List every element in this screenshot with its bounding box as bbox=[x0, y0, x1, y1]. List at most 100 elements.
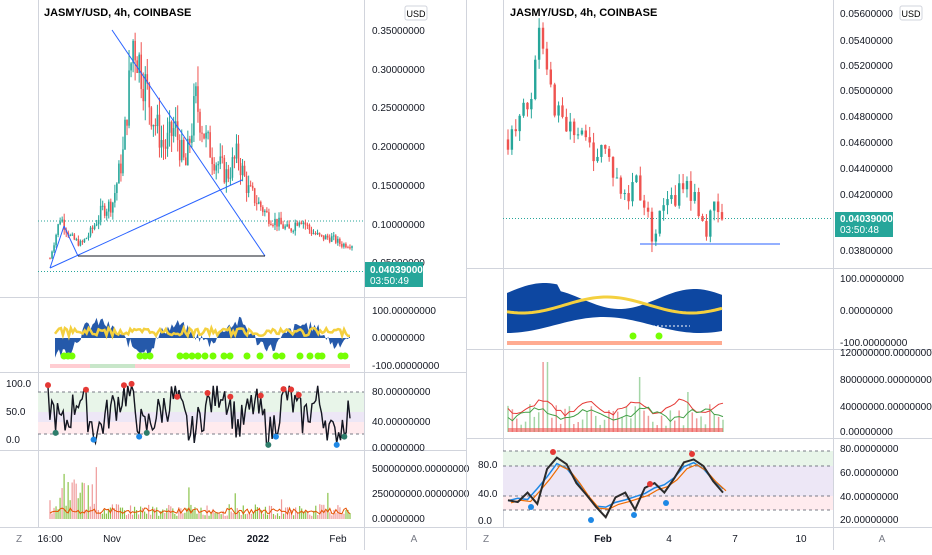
left-price-tick: 0.10000000 bbox=[372, 220, 425, 231]
right-price-tick: 0.04800000 bbox=[840, 112, 893, 123]
right-candle-body bbox=[674, 195, 677, 206]
left-candle-body bbox=[304, 222, 307, 225]
left-price-label: 0.04039000 03:50:49 bbox=[365, 262, 423, 287]
right-volume-baseline bbox=[508, 428, 723, 432]
right-rsi-left-axis[interactable]: 80.0 40.0 0.0 bbox=[478, 460, 498, 527]
left-candle-body bbox=[55, 234, 57, 246]
right-osc-bottom-bar bbox=[507, 341, 722, 345]
left-price-tick: 0.35000000 bbox=[372, 26, 425, 37]
left-candle-body bbox=[312, 233, 315, 235]
left-candle-body bbox=[341, 243, 343, 247]
right-oscillator-axis[interactable]: 100.00000000 0.00000000 -100.00000000 bbox=[840, 274, 908, 349]
right-rsi-zone-top bbox=[503, 451, 833, 466]
left-osc-signal-dot bbox=[226, 352, 234, 360]
left-candle-body bbox=[83, 238, 86, 243]
left-osc-signal-dot bbox=[306, 352, 314, 360]
left-candle-body bbox=[209, 132, 211, 158]
left-candle-body bbox=[75, 239, 78, 241]
right-volume-tick: 40000000.00000000 bbox=[840, 402, 932, 413]
right-volume-panel bbox=[507, 362, 724, 432]
right-rsi-left-tick: 0.0 bbox=[478, 516, 492, 527]
left-candle-body bbox=[349, 247, 351, 249]
left-price-tick: 0.30000000 bbox=[372, 65, 425, 76]
left-candle-body bbox=[211, 157, 213, 165]
right-rsi-overbought-dot bbox=[647, 481, 653, 487]
left-rsi-right-tick: 0.00000000 bbox=[372, 443, 425, 454]
left-candle-body bbox=[184, 157, 187, 166]
left-osc-signal bbox=[54, 324, 351, 341]
left-trendline-small bbox=[49, 225, 65, 269]
left-candle-body bbox=[231, 157, 234, 178]
left-osc-signal-dot bbox=[341, 352, 349, 360]
right-candle-body bbox=[701, 216, 704, 221]
right-currency-button[interactable]: USD bbox=[899, 5, 923, 21]
left-candle-body bbox=[97, 219, 100, 225]
right-price-tick: 0.04200000 bbox=[840, 190, 893, 201]
left-candle-body bbox=[107, 201, 110, 212]
left-oscillator-panel bbox=[54, 316, 351, 360]
right-time-axis[interactable]: Feb 4 7 10 bbox=[594, 534, 807, 545]
left-candle-body bbox=[241, 165, 244, 176]
left-oscillator-axis[interactable]: 100.00000000 0.00000000 -100.00000000 bbox=[372, 306, 440, 372]
right-price-axis[interactable]: 0.05600000 0.05400000 0.05200000 0.05000000… bbox=[840, 9, 893, 257]
left-candle-body bbox=[284, 226, 286, 229]
right-candle-body bbox=[685, 180, 689, 190]
right-rsi-right-tick: 40.00000000 bbox=[840, 492, 899, 503]
left-candle-body bbox=[128, 70, 130, 126]
left-price-axis[interactable]: 0.35000000 0.30000000 0.25000000 0.20000000… bbox=[372, 26, 425, 269]
left-rsi-overbought-dot bbox=[288, 386, 295, 393]
left-candle-body bbox=[146, 74, 149, 84]
right-candle-body bbox=[580, 130, 584, 135]
left-corner-a-button[interactable]: A bbox=[411, 534, 418, 545]
left-rsi-right-axis[interactable]: 80.00000000 40.00000000 0.00000000 bbox=[372, 387, 431, 454]
left-candle-body bbox=[49, 258, 51, 260]
right-candle-body bbox=[553, 84, 556, 116]
right-corner-z-button[interactable]: Z bbox=[483, 534, 489, 545]
left-volume-axis[interactable]: 500000000.00000000 250000000.00000000 0.00… bbox=[372, 464, 470, 525]
left-candle-body bbox=[91, 227, 94, 229]
left-candle-body bbox=[158, 114, 161, 148]
left-rsi-oversold-dot bbox=[265, 441, 272, 448]
right-candle-body bbox=[584, 130, 588, 138]
left-candle-body bbox=[77, 239, 80, 246]
left-candle-body bbox=[339, 238, 341, 244]
right-corner-a-button[interactable]: A bbox=[879, 534, 886, 545]
right-volume-axis[interactable]: 120000000.00000000 80000000.00000000 40000… bbox=[840, 348, 932, 438]
right-rsi-overbought-dot bbox=[550, 449, 556, 455]
right-candle-body bbox=[639, 175, 642, 201]
left-candle-body bbox=[101, 205, 104, 207]
right-time-tick: Feb bbox=[594, 534, 612, 545]
left-candle-body bbox=[57, 224, 59, 235]
left-candle-body bbox=[332, 235, 335, 237]
left-candles bbox=[49, 32, 353, 260]
right-osc-area bbox=[507, 283, 722, 333]
left-rsi-left-axis[interactable]: 100.0 50.0 0.0 bbox=[6, 379, 31, 446]
right-candle-body bbox=[514, 129, 517, 132]
right-price-tick: 0.05400000 bbox=[840, 36, 893, 47]
right-candle-body bbox=[615, 177, 619, 179]
left-time-tick: Dec bbox=[188, 534, 206, 545]
left-candle-body bbox=[255, 203, 258, 205]
left-time-tick: 16:00 bbox=[37, 534, 62, 545]
left-time-axis[interactable]: 16:00 Nov Dec 2022 Feb bbox=[37, 534, 347, 545]
left-candle-body bbox=[239, 163, 242, 176]
left-candle-body bbox=[337, 238, 339, 243]
left-candle-body bbox=[201, 132, 203, 134]
right-candle-body bbox=[518, 115, 521, 132]
left-currency-button[interactable]: USD bbox=[404, 5, 428, 21]
right-candle-body bbox=[549, 69, 552, 85]
left-rsi-oversold-dot bbox=[136, 433, 143, 440]
right-rsi-panel bbox=[507, 449, 727, 523]
left-candle-body bbox=[215, 165, 218, 171]
left-candle-body bbox=[237, 143, 240, 164]
left-candle-body bbox=[221, 156, 224, 158]
right-candle-body bbox=[541, 27, 545, 49]
left-candle-body bbox=[286, 224, 288, 227]
left-candle-body bbox=[195, 86, 197, 97]
right-osc-signal bbox=[506, 295, 723, 315]
right-rsi-right-axis[interactable]: 80.00000000 60.00000000 40.00000000 20.0000… bbox=[840, 444, 899, 526]
right-rsi-left-tick: 40.0 bbox=[478, 489, 498, 500]
left-corner-z-button[interactable]: Z bbox=[16, 534, 22, 545]
right-rsi-right-tick: 60.00000000 bbox=[840, 468, 899, 479]
left-candle-body bbox=[124, 119, 126, 150]
